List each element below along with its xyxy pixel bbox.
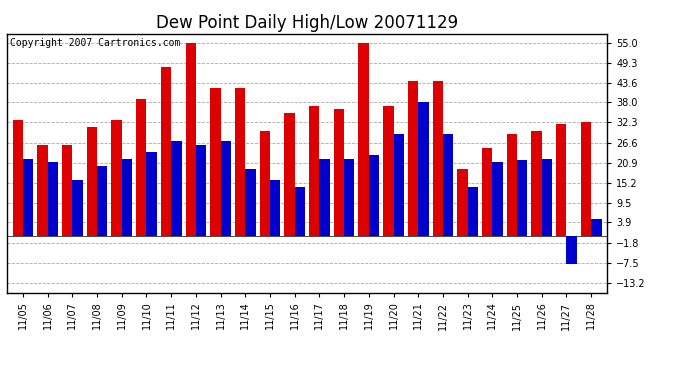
- Bar: [62, 145, 72, 236]
- Bar: [581, 122, 591, 236]
- Bar: [531, 130, 542, 236]
- Bar: [136, 99, 146, 236]
- Bar: [37, 145, 48, 236]
- Bar: [334, 110, 344, 236]
- Bar: [171, 141, 181, 236]
- Bar: [443, 134, 453, 236]
- Bar: [111, 120, 121, 236]
- Bar: [566, 236, 577, 264]
- Bar: [72, 180, 83, 236]
- Bar: [319, 159, 330, 236]
- Bar: [97, 166, 108, 236]
- Bar: [506, 134, 517, 236]
- Bar: [517, 160, 527, 236]
- Bar: [210, 88, 221, 236]
- Bar: [87, 127, 97, 236]
- Bar: [309, 106, 319, 236]
- Bar: [121, 159, 132, 236]
- Bar: [270, 180, 280, 236]
- Bar: [344, 159, 355, 236]
- Bar: [482, 148, 493, 236]
- Bar: [383, 106, 393, 236]
- Bar: [161, 67, 171, 236]
- Bar: [591, 219, 602, 236]
- Bar: [468, 187, 478, 236]
- Bar: [259, 130, 270, 236]
- Bar: [408, 81, 418, 236]
- Bar: [433, 81, 443, 236]
- Bar: [186, 42, 196, 236]
- Bar: [284, 113, 295, 236]
- Bar: [369, 155, 380, 236]
- Bar: [418, 102, 428, 236]
- Bar: [556, 123, 566, 236]
- Bar: [493, 162, 503, 236]
- Bar: [23, 159, 33, 236]
- Bar: [295, 187, 305, 236]
- Bar: [196, 145, 206, 236]
- Bar: [542, 159, 552, 236]
- Bar: [146, 152, 157, 236]
- Bar: [12, 120, 23, 236]
- Bar: [358, 42, 369, 236]
- Bar: [245, 169, 256, 236]
- Bar: [48, 162, 58, 236]
- Bar: [457, 169, 468, 236]
- Title: Dew Point Daily High/Low 20071129: Dew Point Daily High/Low 20071129: [156, 14, 458, 32]
- Text: Copyright 2007 Cartronics.com: Copyright 2007 Cartronics.com: [10, 38, 180, 48]
- Bar: [221, 141, 231, 236]
- Bar: [235, 88, 245, 236]
- Bar: [393, 134, 404, 236]
